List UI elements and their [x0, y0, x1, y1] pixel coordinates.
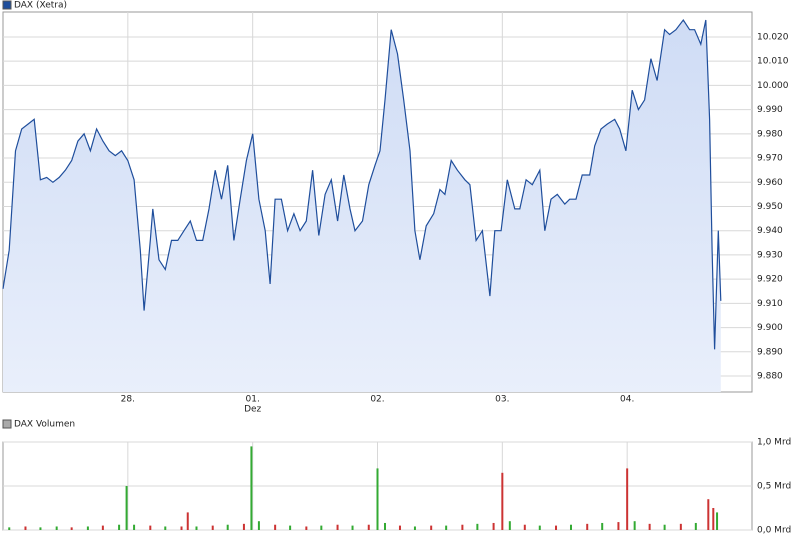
- volume-bar: [712, 508, 715, 530]
- volume-bar: [180, 526, 183, 530]
- volume-bar: [430, 525, 433, 530]
- volume-bar: [523, 524, 526, 530]
- price-line: [2, 18, 722, 350]
- volume-bar: [70, 527, 73, 530]
- volume-bar: [445, 525, 448, 530]
- legend-swatch: [2, 0, 12, 10]
- y-tick-label: 9.960: [757, 178, 783, 188]
- chart-title: DAX (Xetra): [14, 1, 67, 11]
- volume-bar: [289, 525, 292, 530]
- volume-bar: [242, 523, 245, 530]
- volume-bar: [226, 524, 229, 530]
- volume-bar: [101, 525, 104, 530]
- volume-bar: [492, 522, 495, 530]
- y-tick-label: 9.890: [757, 347, 783, 357]
- volume-bar: [320, 525, 323, 530]
- volume-bar: [125, 486, 128, 530]
- volume-bar: [164, 526, 167, 530]
- volume-bar: [250, 446, 253, 530]
- price-area: [3, 20, 721, 392]
- volume-bar: [476, 523, 479, 530]
- volume-bar: [257, 521, 260, 530]
- volume-bar: [133, 524, 136, 530]
- volume-bar: [383, 522, 386, 530]
- volume-bar: [24, 526, 27, 530]
- volume-bar: [274, 524, 277, 530]
- volume-bar: [86, 526, 89, 530]
- y-tick-label: 10.010: [757, 57, 789, 67]
- volume-bar: [716, 512, 719, 530]
- x-month-label: Dez: [244, 405, 261, 415]
- y-tick-label: 9.990: [757, 105, 783, 115]
- y-tick-label: 9.920: [757, 275, 783, 285]
- y-tick-label: 9.980: [757, 129, 783, 139]
- y-tick-label: 1,0 Mrd: [757, 438, 791, 448]
- volume-bar: [8, 527, 11, 530]
- y-tick-label: 9.930: [757, 250, 783, 260]
- y-tick-label: 9.880: [757, 372, 783, 382]
- volume-bar: [617, 522, 620, 530]
- volume-bar: [186, 512, 189, 530]
- volume-bar: [351, 525, 354, 530]
- volume-bar: [538, 525, 541, 530]
- volume-bar: [648, 523, 651, 530]
- y-tick-label: 9.970: [757, 154, 783, 164]
- y-tick-label: 10.000: [757, 81, 789, 91]
- chart-title: DAX Volumen: [14, 420, 75, 430]
- volume-bar: [376, 468, 379, 530]
- volume-bar: [663, 524, 666, 530]
- volume-bar: [679, 523, 682, 530]
- volume-bar: [633, 521, 636, 530]
- x-tick-label: 02.: [370, 395, 384, 405]
- volume-bar: [149, 525, 152, 530]
- x-tick-label: 28.: [121, 395, 135, 405]
- y-tick-label: 10.020: [757, 32, 789, 42]
- volume-bar: [626, 468, 629, 530]
- x-tick-label: 03.: [495, 395, 509, 405]
- volume-bar: [39, 527, 42, 530]
- volume-bar: [508, 521, 511, 530]
- volume-bar: [555, 525, 558, 530]
- y-tick-label: 9.910: [757, 299, 783, 309]
- volume-bar: [501, 472, 504, 530]
- volume-bar: [211, 525, 214, 530]
- volume-bar: [398, 525, 401, 530]
- volume-bar: [569, 524, 572, 530]
- volume-bar: [55, 526, 58, 530]
- volume-bar: [413, 526, 416, 530]
- volume-bar: [195, 526, 198, 530]
- y-tick-label: 0,0 Mrd: [757, 526, 791, 536]
- volume-bar: [586, 523, 589, 530]
- y-tick-label: 0,5 Mrd: [757, 482, 791, 492]
- volume-bar: [305, 526, 308, 530]
- volume-bar: [336, 524, 339, 530]
- y-tick-label: 9.940: [757, 226, 783, 236]
- volume-bar: [118, 524, 121, 530]
- volume-bar: [367, 524, 370, 530]
- volume-bar: [707, 499, 710, 530]
- volume-bar: [461, 524, 464, 530]
- volume-bar: [694, 522, 697, 530]
- volume-bar: [601, 522, 604, 530]
- y-tick-label: 9.900: [757, 323, 783, 333]
- x-tick-label: 01.: [246, 395, 260, 405]
- legend-swatch: [2, 419, 12, 429]
- y-tick-label: 9.950: [757, 202, 783, 212]
- x-tick-label: 04.: [620, 395, 634, 405]
